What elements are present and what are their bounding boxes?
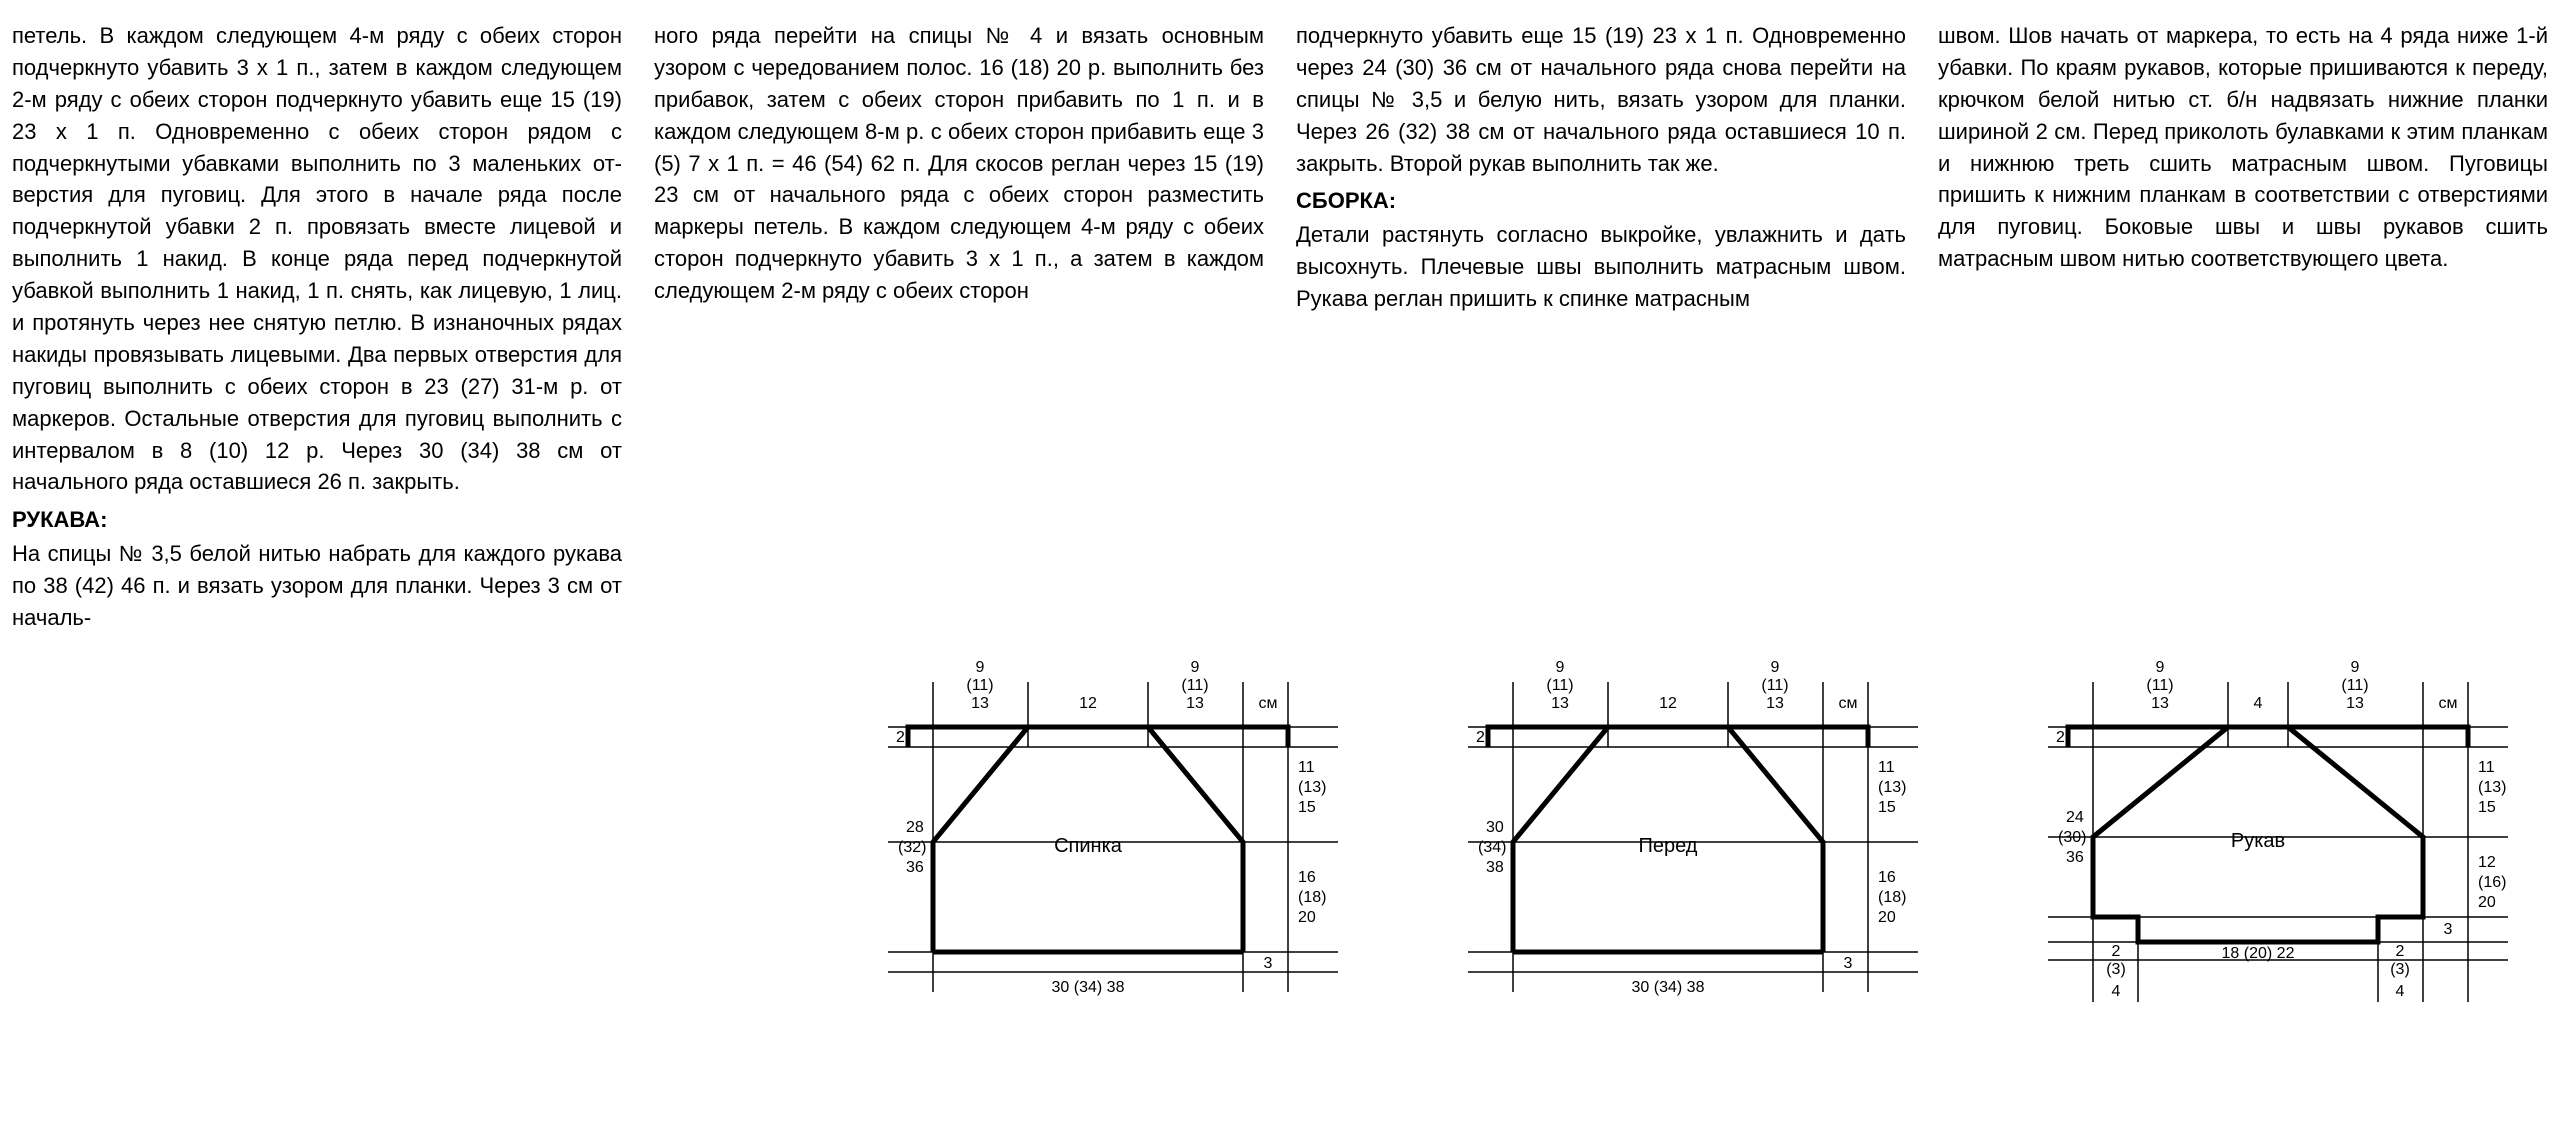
svg-text:4: 4	[2254, 695, 2263, 712]
svg-text:2: 2	[2112, 943, 2121, 960]
svg-text:11: 11	[1298, 759, 1315, 776]
svg-text:15: 15	[1878, 799, 1896, 816]
svg-text:Рукав: Рукав	[2231, 830, 2285, 852]
column-4: швом. Шов начать от маркера, то есть на …	[1938, 20, 2548, 275]
text-columns: петель. В каждом следующем 4-м ряду с об…	[12, 20, 2548, 634]
svg-text:(16): (16)	[2478, 874, 2506, 891]
svg-text:см: см	[1259, 695, 1278, 712]
svg-text:16: 16	[1298, 869, 1316, 886]
svg-text:13: 13	[1766, 695, 1784, 712]
svg-text:Спинка: Спинка	[1054, 835, 1123, 857]
svg-text:9: 9	[2156, 659, 2165, 676]
svg-text:13: 13	[2346, 695, 2364, 712]
svg-text:9: 9	[1191, 659, 1200, 676]
svg-text:2: 2	[2396, 943, 2405, 960]
svg-text:Перед: Перед	[1639, 835, 1698, 857]
paragraph: петель. В каждом следующем 4-м ряду с об…	[12, 20, 622, 498]
svg-text:13: 13	[971, 695, 989, 712]
column-1: петель. В каждом следующем 4-м ряду с об…	[12, 20, 622, 634]
section-heading-assembly: СБОРКА:	[1296, 185, 1906, 217]
svg-text:18 (20) 22: 18 (20) 22	[2222, 945, 2295, 962]
svg-text:(18): (18)	[1298, 889, 1326, 906]
paragraph: ного ряда перейти на спицы № 4 и вязать …	[654, 20, 1264, 307]
svg-text:3: 3	[1844, 955, 1853, 972]
svg-text:12: 12	[1079, 695, 1097, 712]
paragraph: На спицы № 3,5 белой нитью набрать для к…	[12, 538, 622, 634]
svg-text:4: 4	[2112, 983, 2121, 1000]
svg-text:(11): (11)	[1181, 677, 1208, 694]
svg-text:9: 9	[976, 659, 985, 676]
svg-text:30 (34) 38: 30 (34) 38	[1052, 979, 1125, 996]
svg-text:20: 20	[1298, 909, 1316, 926]
svg-text:(11): (11)	[2146, 677, 2173, 694]
diagram-back: 9 (11) 13 12 9 (11) 13 см 2 28 (32) 36 1…	[848, 652, 1368, 1032]
svg-text:36: 36	[2066, 849, 2084, 866]
svg-text:(3): (3)	[2390, 961, 2410, 978]
svg-text:3: 3	[1264, 955, 1273, 972]
svg-text:(13): (13)	[1298, 779, 1326, 796]
paragraph: подчеркнуто убавить еще 15 (19) 23 х 1 п…	[1296, 20, 1906, 179]
svg-text:38: 38	[1486, 859, 1504, 876]
svg-text:11: 11	[1878, 759, 1895, 776]
svg-text:9: 9	[2351, 659, 2360, 676]
svg-text:20: 20	[2478, 894, 2496, 911]
svg-text:2: 2	[1476, 729, 1485, 746]
svg-text:(11): (11)	[1761, 677, 1788, 694]
svg-text:12: 12	[1659, 695, 1677, 712]
svg-text:36: 36	[906, 859, 924, 876]
svg-text:16: 16	[1878, 869, 1896, 886]
svg-text:(13): (13)	[1878, 779, 1906, 796]
svg-text:(3): (3)	[2106, 961, 2126, 978]
svg-text:(18): (18)	[1878, 889, 1906, 906]
svg-text:13: 13	[2151, 695, 2169, 712]
svg-text:9: 9	[1771, 659, 1780, 676]
svg-text:28: 28	[906, 819, 924, 836]
svg-text:20: 20	[1878, 909, 1896, 926]
paragraph: Детали растянуть согласно выкройке, увла…	[1296, 219, 1906, 315]
svg-text:9: 9	[1556, 659, 1565, 676]
svg-text:(32): (32)	[898, 839, 926, 856]
paragraph: швом. Шов начать от маркера, то есть на …	[1938, 20, 2548, 275]
svg-text:30: 30	[1486, 819, 1504, 836]
svg-text:11: 11	[2478, 759, 2495, 776]
svg-text:см: см	[2439, 695, 2458, 712]
svg-text:2: 2	[896, 729, 905, 746]
diagram-front: 9 (11) 13 12 9 (11) 13 см 2 30 (34) 38 1…	[1428, 652, 1948, 1032]
svg-text:2: 2	[2056, 729, 2065, 746]
svg-text:13: 13	[1186, 695, 1204, 712]
svg-text:12: 12	[2478, 854, 2496, 871]
svg-text:(11): (11)	[1546, 677, 1573, 694]
column-3: подчеркнуто убавить еще 15 (19) 23 х 1 п…	[1296, 20, 1906, 315]
svg-text:(11): (11)	[2341, 677, 2368, 694]
svg-text:(34): (34)	[1478, 839, 1506, 856]
section-heading-sleeves: РУКАВА:	[12, 504, 622, 536]
svg-text:4: 4	[2396, 983, 2405, 1000]
svg-text:13: 13	[1551, 695, 1569, 712]
svg-text:15: 15	[1298, 799, 1316, 816]
svg-text:15: 15	[2478, 799, 2496, 816]
svg-text:(30): (30)	[2058, 829, 2086, 846]
column-2: ного ряда перейти на спицы № 4 и вязать …	[654, 20, 1264, 307]
svg-text:24: 24	[2066, 809, 2084, 826]
pattern-diagrams: 9 (11) 13 12 9 (11) 13 см 2 28 (32) 36 1…	[12, 652, 2548, 1032]
svg-text:см: см	[1839, 695, 1858, 712]
svg-text:30 (34) 38: 30 (34) 38	[1632, 979, 1705, 996]
svg-text:3: 3	[2444, 921, 2453, 938]
diagram-sleeve: 9 (11) 13 4 9 (11) 13 см 2 24 (30) 36 11…	[2008, 652, 2548, 1032]
svg-text:(13): (13)	[2478, 779, 2506, 796]
svg-text:(11): (11)	[966, 677, 993, 694]
